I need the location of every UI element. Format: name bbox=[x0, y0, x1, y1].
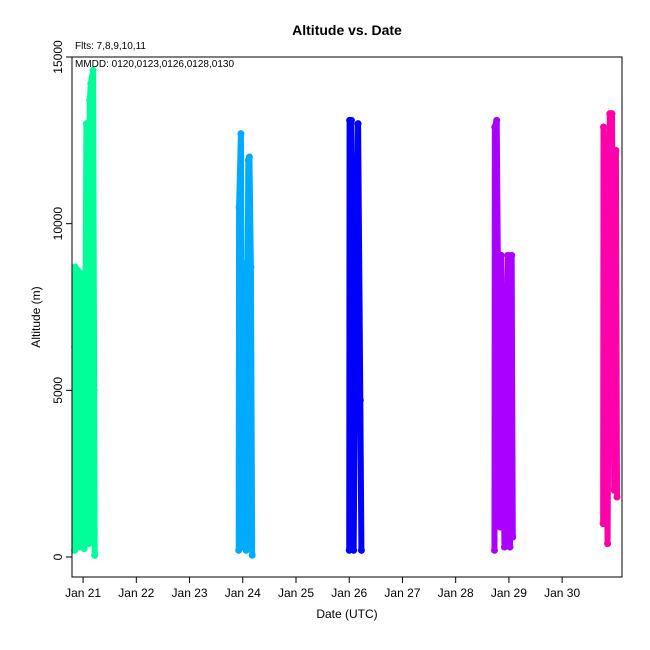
data-point bbox=[497, 251, 505, 259]
data-point bbox=[78, 270, 86, 278]
x-axis-label: Date (UTC) bbox=[316, 607, 377, 621]
series-5 bbox=[599, 110, 621, 548]
data-point bbox=[347, 116, 355, 124]
data-point bbox=[245, 153, 253, 161]
data-point bbox=[242, 546, 250, 554]
data-point bbox=[80, 545, 88, 553]
data-point bbox=[247, 263, 255, 271]
series-trace bbox=[600, 110, 621, 547]
data-point bbox=[86, 96, 94, 104]
data-point bbox=[599, 520, 607, 528]
data-point bbox=[600, 123, 608, 131]
data-point bbox=[89, 66, 97, 74]
series-trace bbox=[235, 130, 256, 559]
series-trace bbox=[71, 67, 98, 559]
data-point bbox=[490, 546, 498, 554]
x-tick-label: Jan 30 bbox=[544, 586, 580, 600]
data-point bbox=[352, 253, 360, 261]
data-point bbox=[91, 551, 99, 559]
data-point bbox=[357, 546, 365, 554]
data-point bbox=[356, 396, 364, 404]
series-trace bbox=[491, 117, 516, 554]
plot-data-layer bbox=[71, 66, 621, 559]
data-point bbox=[500, 543, 508, 551]
x-tick-label: Jan 23 bbox=[172, 586, 208, 600]
data-point bbox=[90, 386, 98, 394]
series-3 bbox=[345, 116, 365, 554]
data-point bbox=[612, 146, 620, 154]
data-point bbox=[71, 343, 79, 351]
data-point bbox=[493, 116, 501, 124]
axes: 0 5000 10000 15000 Jan 21 Jan 22 Jan 23 Jan 24 J… bbox=[51, 40, 580, 600]
x-tick-label: Jan 29 bbox=[491, 586, 527, 600]
data-point bbox=[87, 80, 95, 88]
series-trace bbox=[346, 117, 365, 554]
x-tick-label: Jan 28 bbox=[438, 586, 474, 600]
plot-frame bbox=[71, 56, 623, 578]
data-point bbox=[240, 260, 248, 268]
data-point bbox=[491, 123, 499, 131]
data-point bbox=[508, 251, 516, 259]
data-point bbox=[506, 543, 514, 551]
x-tick-label: Jan 22 bbox=[118, 586, 154, 600]
x-tick-label: Jan 24 bbox=[225, 586, 261, 600]
dates-annotation: MMDD: 0120,0123,0126,0128,0130 bbox=[75, 59, 235, 70]
x-tick-label: Jan 26 bbox=[331, 586, 367, 600]
x-tick-label: Jan 27 bbox=[384, 586, 420, 600]
x-tick-label: Jan 25 bbox=[278, 586, 314, 600]
data-point bbox=[248, 551, 256, 559]
y-axis-label: Altitude (m) bbox=[29, 286, 43, 347]
data-point bbox=[350, 546, 358, 554]
data-point bbox=[610, 486, 618, 494]
data-point bbox=[237, 130, 245, 138]
data-point bbox=[509, 533, 517, 541]
series-1 bbox=[71, 66, 99, 559]
flights-annotation: Flts: 7,8,9,10,11 bbox=[75, 41, 146, 52]
data-point bbox=[608, 110, 616, 118]
x-tick-label: Jan 21 bbox=[65, 586, 101, 600]
y-tick-label: 10000 bbox=[51, 207, 65, 241]
y-tick-label: 15000 bbox=[51, 40, 65, 74]
series-2 bbox=[235, 130, 256, 559]
data-point bbox=[235, 203, 243, 211]
data-point bbox=[601, 286, 609, 294]
data-point bbox=[85, 540, 93, 548]
data-point bbox=[604, 540, 612, 548]
data-point bbox=[354, 120, 362, 128]
data-point bbox=[496, 523, 504, 531]
data-point bbox=[613, 493, 621, 501]
chart-title: Altitude vs. Date bbox=[292, 22, 402, 38]
series-4 bbox=[490, 116, 517, 554]
y-tick-label: 0 bbox=[51, 553, 65, 560]
data-point bbox=[349, 453, 357, 461]
y-tick-label: 5000 bbox=[51, 377, 65, 404]
data-point bbox=[82, 120, 90, 128]
